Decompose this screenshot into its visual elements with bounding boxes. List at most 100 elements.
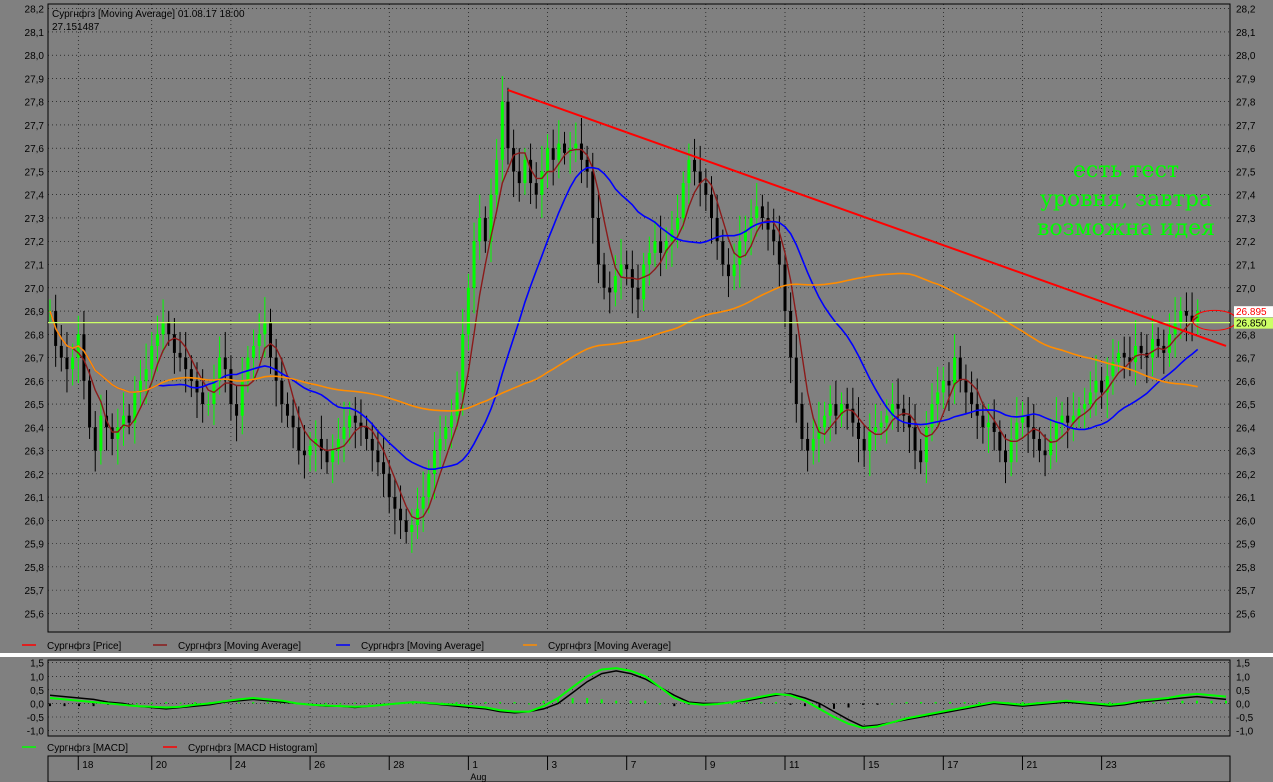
candle-body <box>432 450 436 474</box>
macd-histogram-bar <box>876 703 879 705</box>
candle-body <box>235 404 239 416</box>
y-tick-label-right: 27,3 <box>1236 214 1256 225</box>
candle-body <box>178 352 182 358</box>
candle-body <box>755 206 759 218</box>
candle-body <box>478 217 482 242</box>
y-tick-label-left: 27,0 <box>25 284 45 295</box>
candle-body <box>1054 422 1058 439</box>
legend-label: Сургнфгз [Moving Average] <box>178 640 301 652</box>
candle-body <box>184 357 188 370</box>
y-tick-label-left: 27,6 <box>25 144 45 155</box>
y-tick-label-right: 25,8 <box>1236 563 1256 574</box>
x-tick-label: 20 <box>156 760 168 771</box>
candle-body <box>353 415 357 423</box>
y-tick-label-left: 27,5 <box>25 167 45 178</box>
candle-body <box>721 241 725 265</box>
candle-body <box>902 408 906 416</box>
y-tick-label-right: 28,2 <box>1236 5 1256 16</box>
y-tick-label-right: 26,1 <box>1236 493 1256 504</box>
candle-body <box>438 438 442 451</box>
macd-signal-line <box>49 670 1227 728</box>
macd-line <box>49 667 1227 729</box>
candle-body <box>500 101 504 160</box>
y-tick-label-left: 27,3 <box>25 214 45 225</box>
y-tick-label-left: 26,7 <box>25 354 45 365</box>
y-tick-label-left: 25,8 <box>25 563 45 574</box>
candle-body <box>766 217 770 230</box>
candle-body <box>404 520 408 532</box>
macd-histogram-bar <box>266 702 269 704</box>
candle-body <box>800 404 804 439</box>
candle-body <box>1167 334 1171 353</box>
candle-body <box>393 497 397 509</box>
candle-body <box>907 415 911 428</box>
candle-body <box>161 322 165 335</box>
candle-body <box>1184 311 1188 316</box>
moving-average-fast-line <box>49 148 1199 520</box>
main-plot-area <box>47 3 1231 633</box>
candle-body <box>218 357 222 381</box>
candle-body <box>1009 438 1013 463</box>
candle-body <box>868 431 872 451</box>
candle-body <box>953 357 957 386</box>
macd-histogram-bar <box>760 702 763 704</box>
candle-body <box>1049 438 1053 456</box>
candle-body <box>534 183 538 195</box>
candle-body <box>987 422 991 428</box>
macd-histogram-bar <box>803 703 806 707</box>
y-tick-label-right: 25,6 <box>1236 609 1256 620</box>
candle-body <box>370 438 374 451</box>
macd-histogram-bar <box>978 702 981 704</box>
candle-body <box>291 415 295 428</box>
macd-histogram-bar <box>745 702 748 704</box>
macd-histogram-bar <box>1181 700 1184 704</box>
macd-tick-label-right: 0,0 <box>1236 699 1250 710</box>
y-tick-label-left: 27,2 <box>25 237 45 248</box>
y-tick-label-right: 27,2 <box>1236 237 1256 248</box>
y-tick-label-left: 26,5 <box>25 400 45 411</box>
y-tick-label-left: 26,4 <box>25 423 45 434</box>
y-tick-label-left: 26,8 <box>25 330 45 341</box>
macd-histogram-bar <box>1166 702 1169 704</box>
candle-body <box>772 229 776 242</box>
y-tick-label-left: 26,1 <box>25 493 45 504</box>
candle-body <box>274 357 278 381</box>
macd-histogram-bar <box>499 702 502 704</box>
candle-body <box>647 252 651 265</box>
candle-body <box>738 241 742 265</box>
macd-histogram-bar <box>615 700 618 704</box>
y-tick-label-left: 28,2 <box>25 5 45 16</box>
candle-body <box>189 369 193 381</box>
candle-body <box>840 404 844 416</box>
macd-histogram-bar <box>1152 702 1155 704</box>
candle-body <box>710 194 713 218</box>
candle-body <box>421 497 425 509</box>
macd-histogram-bar <box>49 703 51 707</box>
macd-histogram-bar <box>223 702 226 704</box>
moving-average-mid-line <box>49 166 1199 470</box>
macd-histogram-bar <box>324 702 327 704</box>
candle-body <box>958 357 962 381</box>
x-tick-label: 18 <box>82 760 94 771</box>
y-tick-label-left: 26,2 <box>25 470 45 481</box>
macd-histogram-bar <box>920 702 923 704</box>
macd-histogram-bar <box>237 702 240 704</box>
candle-body <box>743 229 747 242</box>
candle-body <box>495 159 499 195</box>
candle-body <box>998 431 1002 451</box>
candle-body <box>693 159 697 172</box>
candle-body <box>82 334 86 381</box>
candle-body <box>964 380 968 393</box>
candle-body <box>399 508 403 521</box>
candle-body <box>664 241 668 253</box>
candle-body <box>834 404 838 416</box>
candle-body <box>376 450 380 463</box>
macd-tick-label-right: -0,5 <box>1236 713 1254 724</box>
macd-histogram-bar <box>629 700 632 704</box>
candle-body <box>387 473 391 498</box>
candle-body <box>1134 345 1138 363</box>
candle-body <box>941 380 945 393</box>
candle-body <box>257 334 261 346</box>
candle-body <box>1066 415 1070 423</box>
macd-histogram-bar <box>862 703 865 705</box>
